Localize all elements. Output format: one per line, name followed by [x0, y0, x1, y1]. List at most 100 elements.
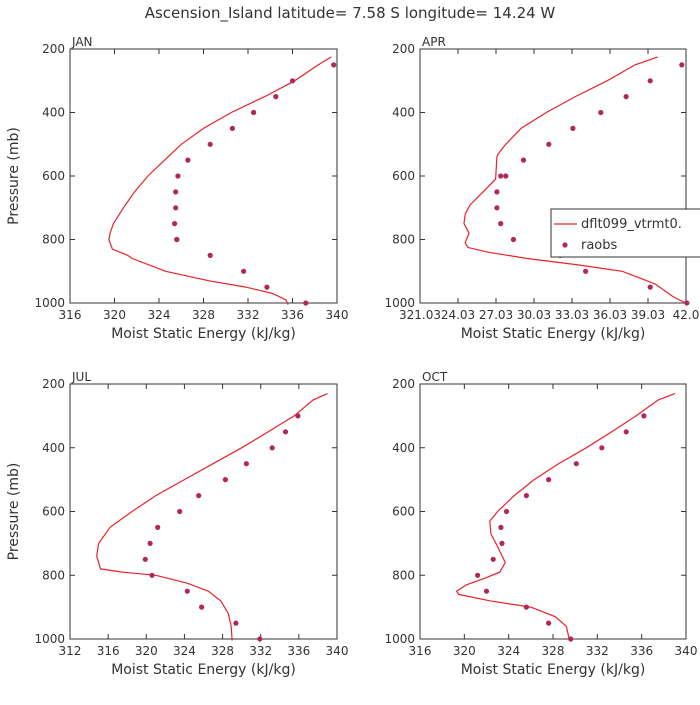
legend: dflt099_vtrmt0.raobs — [550, 208, 700, 258]
oct-raobs-point — [641, 413, 647, 419]
oct-xtick-label: 324 — [497, 644, 520, 658]
jan-raobs-point — [264, 284, 270, 290]
jan-x-axis-label: Moist Static Energy (kJ/kg) — [111, 326, 296, 342]
apr-raobs-point — [510, 236, 516, 243]
jan-raobs-point — [173, 189, 179, 195]
apr-ytick-label: 200 — [392, 42, 415, 56]
jan-xtick-label: 332 — [237, 308, 260, 322]
jul-raobs-point — [184, 588, 190, 594]
jan-raobs-point — [207, 252, 213, 258]
apr-raobs-point — [598, 109, 604, 116]
jul-xtick-label: 316 — [97, 644, 120, 658]
jul-xtick-label: 320 — [135, 644, 158, 658]
apr-raobs-point — [546, 141, 552, 147]
apr-xtick-label: 321.03 — [399, 308, 441, 322]
jan-ytick-label: 600 — [42, 169, 65, 183]
oct-raobs-point — [623, 429, 629, 435]
jan-plot-frame — [69, 48, 338, 304]
jan-raobs-point — [229, 125, 235, 131]
jul-raobs-point — [222, 477, 228, 483]
jul-raobs-point — [199, 604, 205, 610]
oct-ytick-label: 200 — [392, 377, 415, 391]
jul-raobs-point — [155, 524, 161, 531]
oct-raobs-point — [498, 524, 504, 531]
jan-ytick-label: 800 — [42, 233, 65, 247]
oct-raobs-point — [573, 461, 579, 467]
oct-ytick-label: 400 — [392, 441, 415, 455]
jan-raobs-point — [174, 236, 180, 243]
jan-raobs-point — [241, 268, 247, 274]
oct-model-line — [455, 393, 676, 641]
oct-plot-frame — [419, 383, 687, 640]
apr-raobs-point — [498, 221, 504, 227]
jul-raobs-point — [233, 620, 239, 626]
oct-raobs-point — [523, 604, 530, 610]
legend-model-label: dflt099_vtrmt0. — [581, 217, 682, 232]
oct-x-axis-label: Moist Static Energy (kJ/kg) — [461, 662, 646, 678]
oct-raobs-point — [503, 508, 510, 515]
jan-xtick-label: 328 — [192, 308, 215, 322]
apr-raobs-point — [494, 205, 500, 211]
jan-raobs-point — [173, 205, 179, 211]
jul-xtick-label: 324 — [173, 644, 196, 658]
jan-raobs-point — [331, 62, 337, 68]
apr-ytick-label: 600 — [392, 169, 415, 183]
jul-x-axis-label: Moist Static Energy (kJ/kg) — [111, 662, 296, 678]
oct-raobs-point — [599, 445, 605, 451]
jul-ytick-label: 600 — [42, 505, 65, 519]
apr-raobs-point — [684, 300, 690, 306]
apr-ytick-label: 800 — [392, 233, 415, 247]
jul-xtick-label: 332 — [249, 644, 272, 658]
jan-raobs-point — [251, 109, 257, 116]
jan-panel-label: JAN — [71, 35, 93, 49]
oct-ytick-label: 800 — [392, 568, 415, 582]
jul-raobs-point — [243, 461, 249, 467]
apr-ytick-label: 400 — [392, 106, 415, 120]
jan-xtick-label: 316 — [59, 308, 82, 322]
jan-xtick-label: 324 — [148, 308, 171, 322]
jan-raobs-point — [175, 173, 181, 179]
jul-model-line — [96, 393, 328, 641]
jul-panel-label: JUL — [71, 370, 91, 384]
jul-ytick-label: 1000 — [34, 632, 65, 646]
apr-raobs-point — [494, 189, 500, 195]
oct-xtick-label: 320 — [453, 644, 476, 658]
jul-xtick-label: 336 — [287, 644, 310, 658]
apr-xtick-label: 36.03 — [593, 308, 627, 322]
jan-xtick-label: 340 — [326, 308, 349, 322]
oct-raobs-point — [523, 493, 530, 499]
apr-xtick-label: 42.0 — [673, 308, 700, 322]
jan-y-axis-label: Pressure (mb) — [6, 127, 22, 225]
jul-ytick-label: 200 — [42, 377, 65, 391]
jul-raobs-point — [147, 540, 153, 547]
apr-raobs-point — [570, 125, 576, 131]
oct-xtick-label: 340 — [675, 644, 698, 658]
apr-xtick-label: 39.03 — [631, 308, 665, 322]
oct-raobs-point — [546, 477, 552, 483]
jul-ytick-label: 800 — [42, 568, 65, 582]
jul-raobs-point — [196, 493, 202, 499]
jan-raobs-point — [207, 141, 213, 147]
oct-ytick-label: 1000 — [384, 632, 415, 646]
oct-raobs-point — [568, 636, 574, 642]
apr-raobs-point — [623, 94, 629, 100]
apr-raobs-point — [520, 157, 527, 163]
legend-box — [550, 208, 700, 258]
jan-raobs-point — [185, 157, 191, 163]
jul-raobs-point — [142, 556, 148, 562]
jul-raobs-point — [177, 508, 183, 515]
legend-obs-label: raobs — [581, 238, 618, 253]
jan-raobs-point — [172, 221, 178, 227]
apr-raobs-point — [679, 62, 685, 68]
jan-xtick-label: 336 — [281, 308, 304, 322]
oct-raobs-point — [546, 620, 552, 626]
oct-xtick-label: 336 — [630, 644, 653, 658]
jan-ytick-label: 1000 — [34, 296, 65, 310]
oct-raobs-point — [490, 556, 496, 562]
apr-xtick-label: 24.03 — [441, 308, 475, 322]
apr-plot-frame — [419, 48, 687, 304]
apr-raobs-point — [647, 284, 653, 290]
jul-ytick-label: 400 — [42, 441, 65, 455]
jan-model-line — [108, 56, 332, 305]
